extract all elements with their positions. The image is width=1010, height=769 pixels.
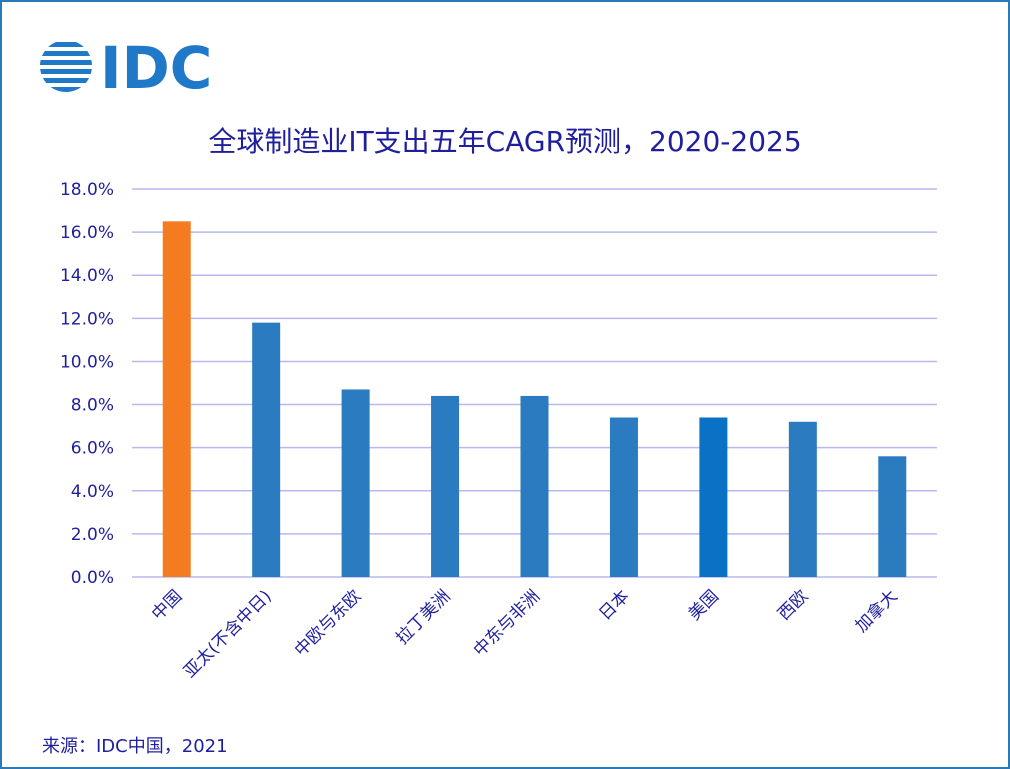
- source-note: 来源：IDC中国，2021: [42, 736, 228, 757]
- y-tick-label: 16.0%: [60, 223, 114, 243]
- y-tick-label: 0.0%: [71, 568, 114, 588]
- x-tick-label: 西欧: [774, 586, 812, 624]
- x-tick-label: 美国: [685, 586, 723, 624]
- y-tick-label: 14.0%: [60, 266, 114, 286]
- y-tick-label: 2.0%: [71, 525, 114, 545]
- x-tick-label: 中东与非洲: [470, 586, 544, 660]
- logo-text: IDC: [100, 38, 212, 94]
- idc-logo: IDC: [40, 38, 212, 94]
- bar: [431, 395, 460, 577]
- chart-title: 全球制造业IT支出五年CAGR预测，2020-2025: [208, 125, 802, 158]
- y-tick-label: 10.0%: [60, 352, 114, 372]
- x-tick-label: 拉丁美洲: [392, 586, 454, 648]
- x-tick-label: 加拿大: [851, 586, 902, 637]
- y-tick-label: 18.0%: [60, 180, 114, 200]
- x-tick-label: 中欧与东欧: [291, 586, 365, 660]
- y-tick-label: 6.0%: [71, 439, 114, 459]
- bar: [699, 417, 728, 577]
- x-tick-label: 亚太(不含中日): [180, 586, 276, 682]
- y-tick-label: 4.0%: [71, 482, 114, 502]
- bar: [878, 456, 907, 577]
- bar: [520, 395, 549, 577]
- bar: [252, 322, 281, 577]
- y-tick-label: 8.0%: [71, 396, 114, 416]
- x-tick-label: 中国: [148, 586, 186, 624]
- x-tick-label: 日本: [595, 586, 633, 624]
- bar: [162, 221, 191, 578]
- bar: [788, 421, 817, 577]
- bar: [609, 417, 638, 577]
- y-tick-label: 12.0%: [60, 309, 114, 329]
- bar: [341, 389, 370, 577]
- globe-icon: [40, 42, 92, 92]
